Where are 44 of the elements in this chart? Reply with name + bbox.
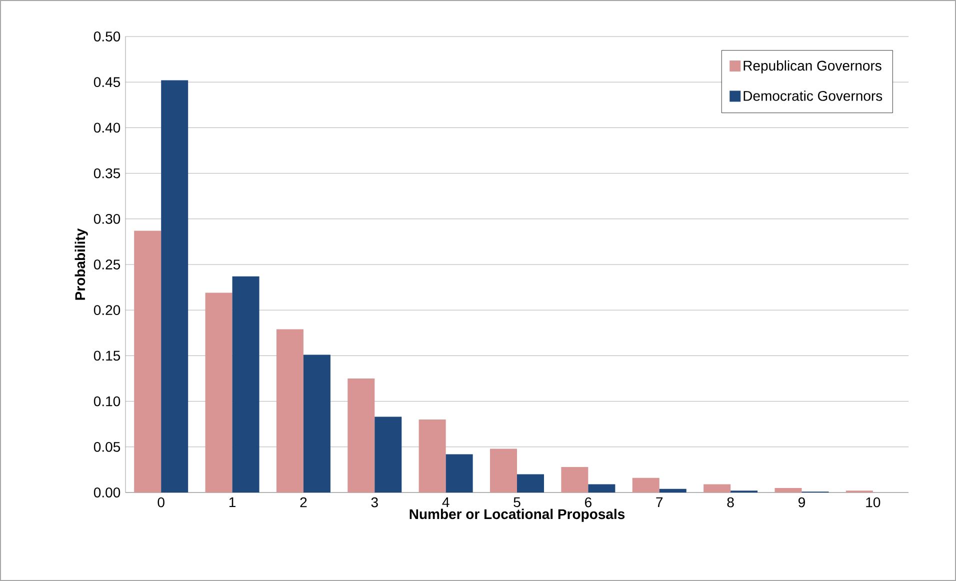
x-tick-label: 0 bbox=[158, 497, 164, 508]
y-tick-label: 0.00 bbox=[94, 488, 120, 498]
x-tick-label: 10 bbox=[866, 497, 880, 508]
bar bbox=[704, 484, 731, 492]
y-tick-label: 0.30 bbox=[94, 214, 120, 224]
y-tick-label: 0.10 bbox=[94, 396, 120, 406]
bar bbox=[490, 448, 518, 492]
y-tick-label: 0.40 bbox=[94, 122, 120, 133]
x-axis-title: Number or Locational Proposals bbox=[410, 508, 625, 522]
bar bbox=[517, 474, 544, 492]
y-tick-label: 0.45 bbox=[94, 77, 120, 88]
bar bbox=[276, 329, 304, 492]
bar bbox=[232, 276, 260, 492]
x-tick-label: 9 bbox=[798, 497, 805, 508]
legend-label: Democratic Governors bbox=[744, 90, 882, 101]
x-tick-label: 8 bbox=[727, 497, 734, 508]
x-tick-label: 4 bbox=[442, 497, 450, 507]
bar bbox=[588, 484, 616, 492]
bar bbox=[561, 466, 588, 492]
y-tick-label: 0.20 bbox=[94, 305, 120, 316]
legend-label: Republican Governors bbox=[744, 60, 882, 74]
y-tick-label: 0.35 bbox=[94, 168, 120, 178]
bar bbox=[134, 230, 162, 492]
bar bbox=[303, 354, 330, 492]
bar bbox=[774, 488, 802, 492]
bar bbox=[659, 488, 686, 492]
x-tick-label: 1 bbox=[229, 497, 236, 507]
bar bbox=[418, 420, 446, 492]
bar bbox=[632, 478, 660, 492]
bar bbox=[205, 292, 232, 492]
bar bbox=[374, 416, 402, 492]
x-tick-label: 6 bbox=[585, 497, 592, 508]
y-tick-label: 0.25 bbox=[94, 260, 120, 270]
y-tick-label: 0.15 bbox=[94, 350, 120, 361]
x-tick-label: 5 bbox=[514, 497, 520, 508]
bar bbox=[446, 454, 473, 492]
x-tick-label: 3 bbox=[371, 497, 378, 508]
bar bbox=[348, 378, 375, 492]
bar bbox=[161, 80, 188, 492]
x-tick-label: 7 bbox=[656, 497, 663, 507]
y-tick-label: 0.05 bbox=[94, 442, 120, 452]
y-tick-label: 0.50 bbox=[94, 32, 120, 42]
x-tick-label: 2 bbox=[300, 497, 307, 508]
y-axis-title: Probability bbox=[74, 228, 88, 300]
